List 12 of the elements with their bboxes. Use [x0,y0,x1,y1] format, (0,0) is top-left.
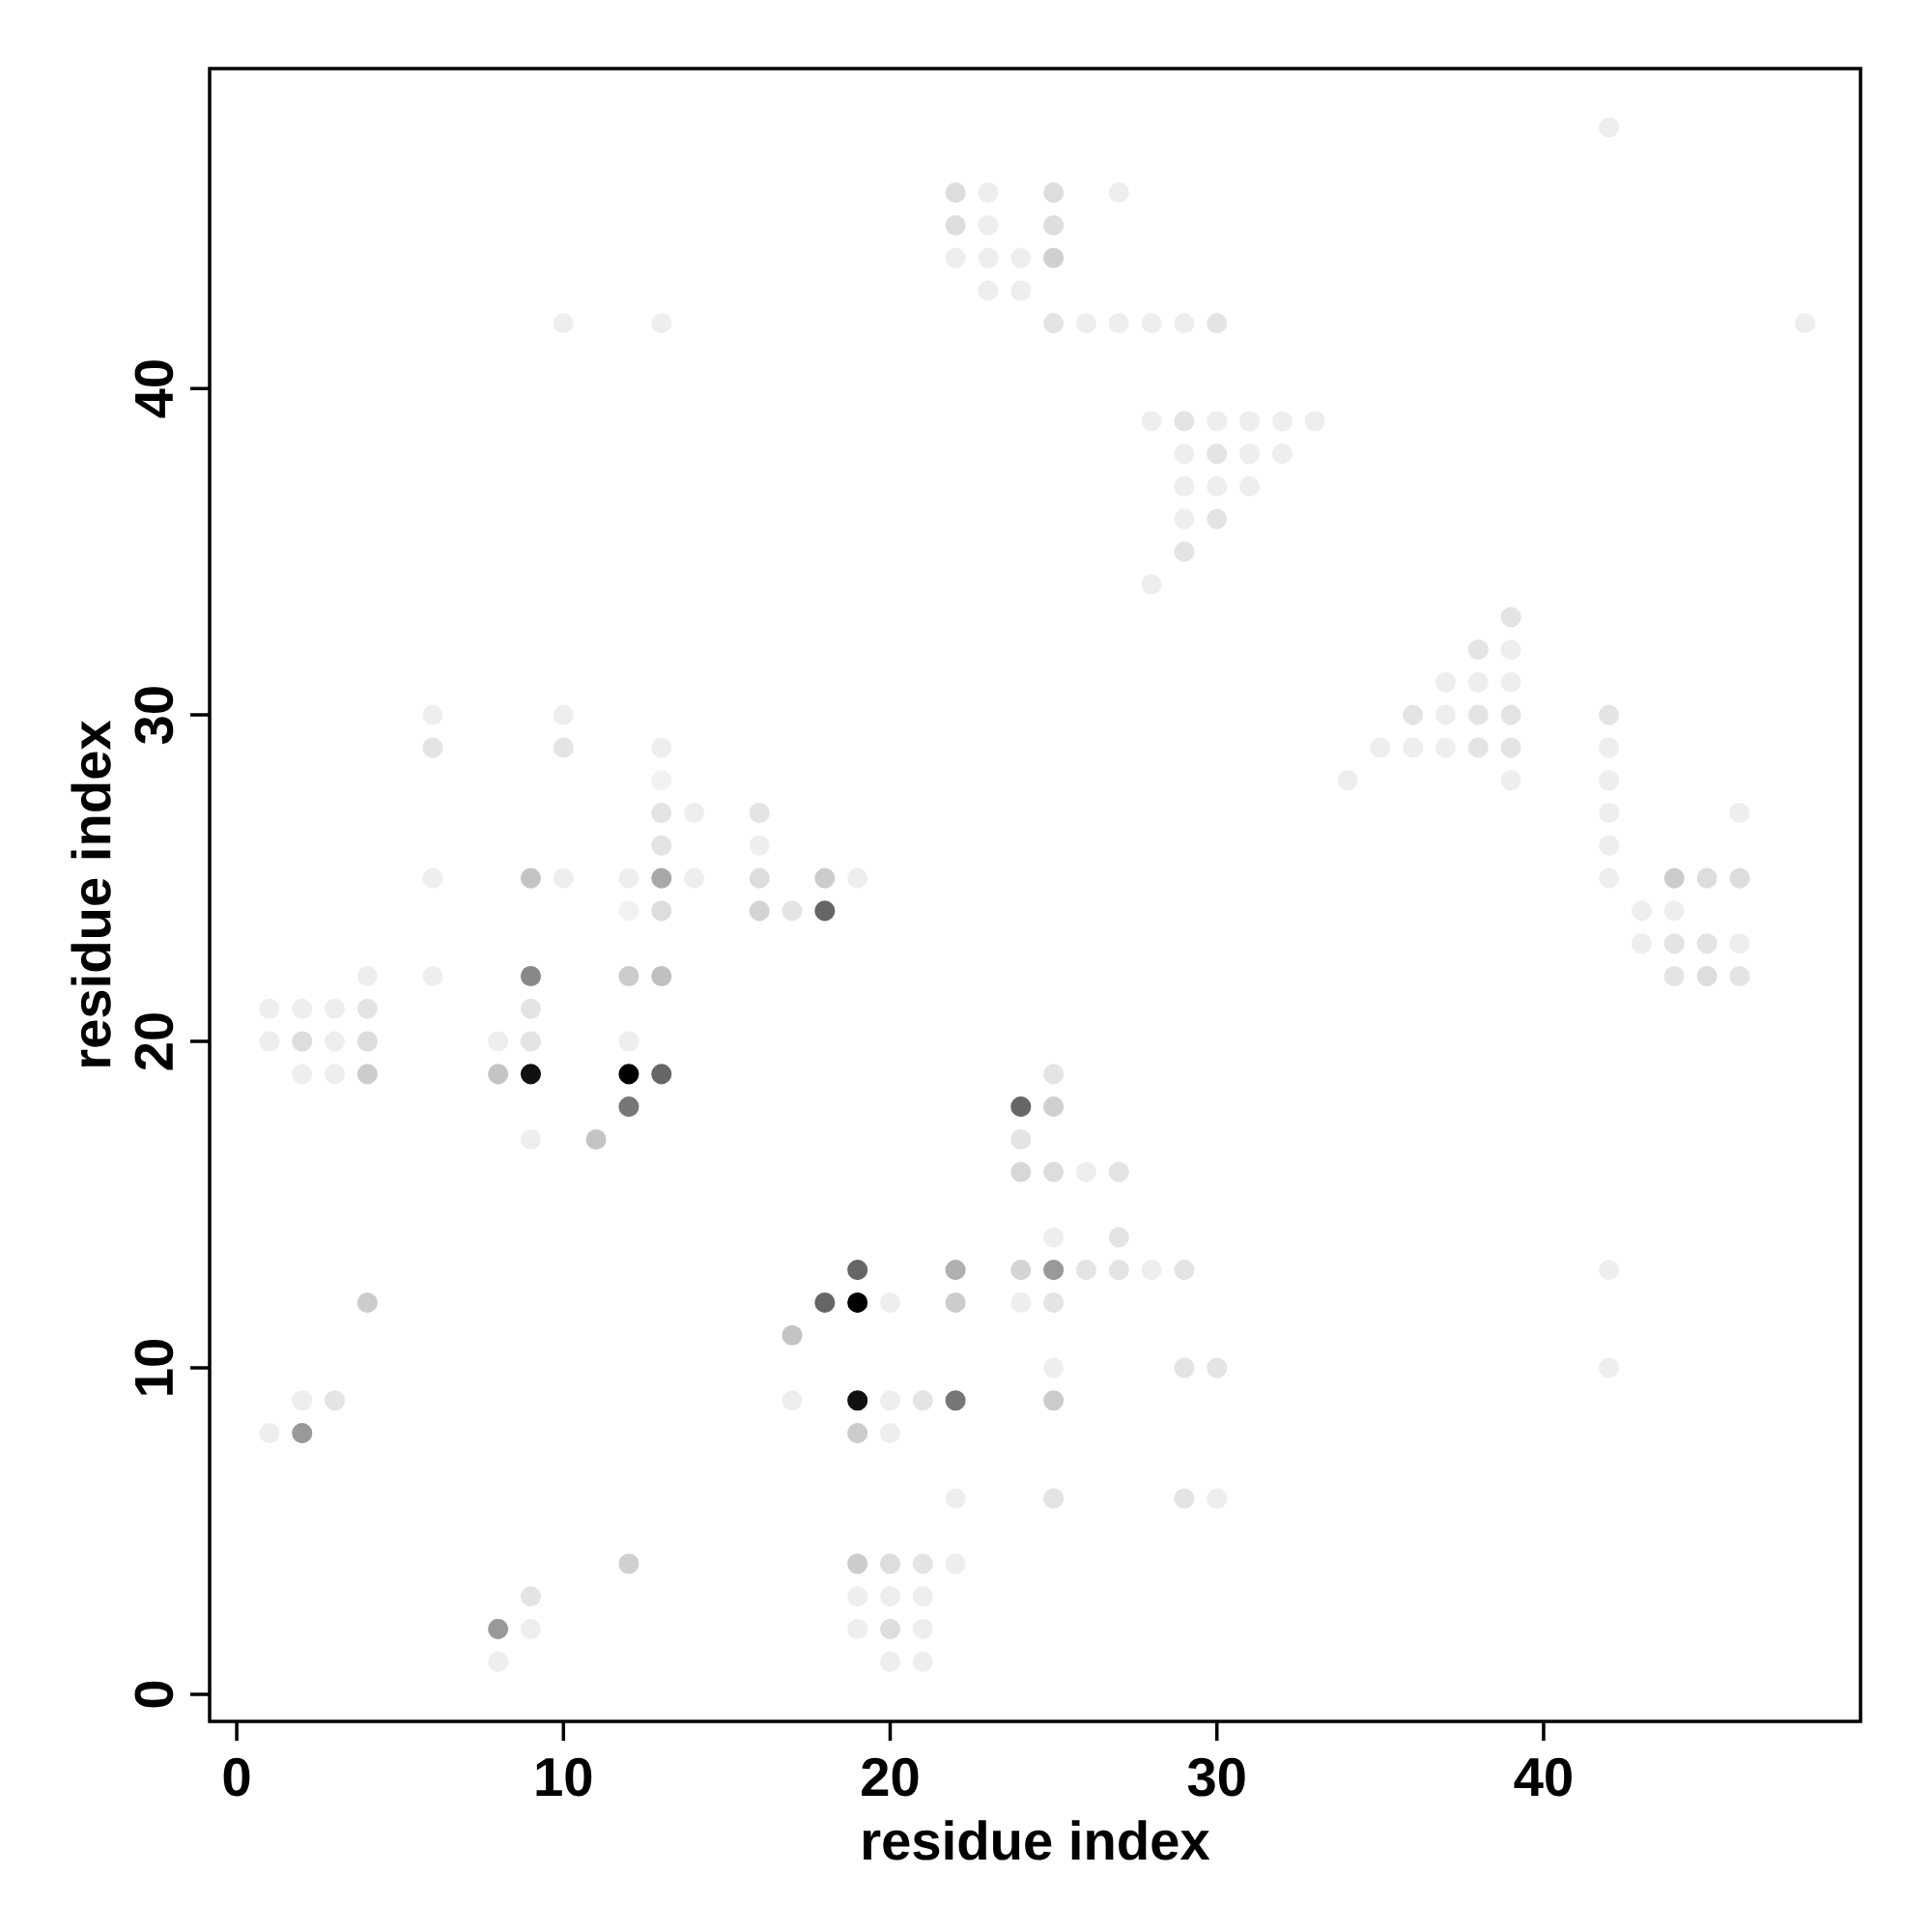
x-tick-label: 10 [536,1757,592,1797]
x-tick-label: 40 [1514,1757,1572,1797]
x-tick-label: 30 [1187,1757,1245,1797]
x-tick-label: 0 [223,1757,250,1797]
y-tick-label: 0 [134,1681,174,1708]
x-axis-title: residue index [863,1820,1210,1861]
y-tick-label: 10 [134,1340,174,1395]
y-axis-title: residue index [71,720,111,1067]
y-tick-label: 40 [134,360,174,418]
y-tick-label: 30 [134,687,174,745]
y-tick-label: 20 [134,1013,174,1070]
x-tick-label: 20 [862,1757,919,1797]
